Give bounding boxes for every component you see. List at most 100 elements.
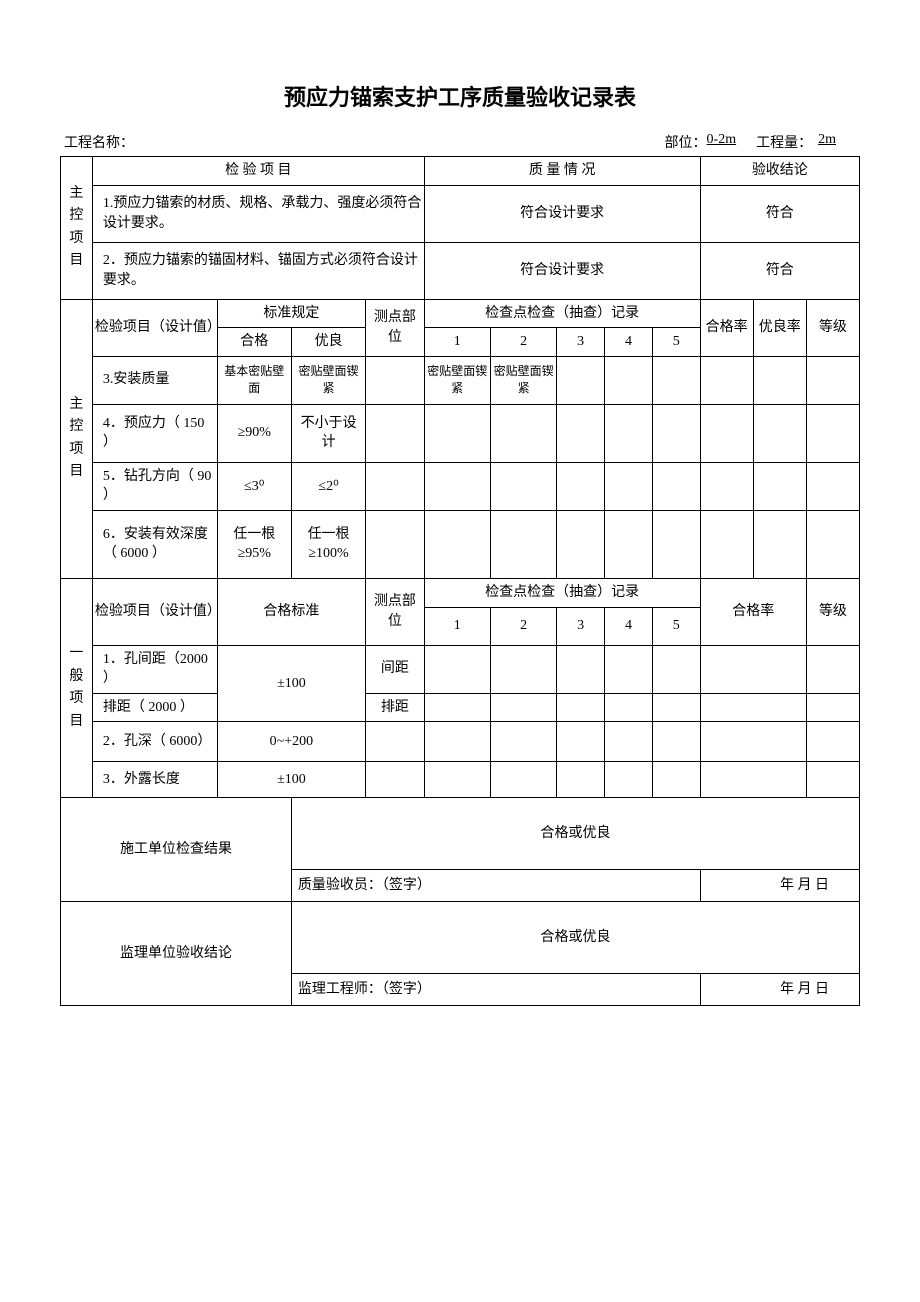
col-n2-c: 2 (490, 607, 556, 645)
b-row0-c2: 密贴壁面锲紧 (490, 356, 556, 404)
col-n5-c: 5 (652, 607, 700, 645)
c-row1-item: 排距（ 2000 ） (92, 693, 217, 722)
col-item-b: 检验项目（设计值） (92, 299, 217, 356)
c-row1-c1 (424, 693, 490, 722)
b-row2-item: 5．钻孔方向（ 90 ） (92, 462, 217, 510)
b-row1-c2 (490, 404, 556, 462)
b-row0-good: 密贴壁面锲紧 (291, 356, 365, 404)
b-row2-r2 (753, 462, 806, 510)
c-row3-c2 (490, 762, 556, 798)
b-row3-c3 (557, 510, 605, 578)
b-row2-good: ≤2⁰ (291, 462, 365, 510)
b-row0-c4 (605, 356, 653, 404)
c-row3-c3 (557, 762, 605, 798)
b-row2-r1 (700, 462, 753, 510)
b-row3-r2 (753, 510, 806, 578)
b-row0-c5 (652, 356, 700, 404)
b-row0-item: 3.安装质量 (92, 356, 217, 404)
qc-sign: 质量验收员：（签字） (291, 870, 700, 902)
b-row0-c1: 密贴壁面锲紧 (424, 356, 490, 404)
b-row0-r1 (700, 356, 753, 404)
concl-a1: 符合 (700, 185, 859, 242)
b-row0-r3 (806, 356, 859, 404)
c-row3-r1 (700, 762, 806, 798)
b-row0-pass: 基本密贴壁面 (217, 356, 291, 404)
c-row0-c5 (652, 645, 700, 693)
b-row3-r3 (806, 510, 859, 578)
c-row3-c1 (424, 762, 490, 798)
qual-a1: 符合设计要求 (424, 185, 700, 242)
c-row2-r1 (700, 722, 806, 762)
qty-label: 工程量： (756, 132, 812, 152)
item-a1: 1.预应力锚索的材质、规格、承载力、强度必须符合设计要求。 (92, 185, 424, 242)
col-n3-b: 3 (557, 328, 605, 357)
c-row2-c4 (605, 722, 653, 762)
col-rate-pass-c: 合格率 (700, 578, 806, 645)
col-n4-b: 4 (605, 328, 653, 357)
b-row1-r3 (806, 404, 859, 462)
c-row1-r1 (700, 693, 806, 722)
c-row0-c4 (605, 645, 653, 693)
b-row2-c3 (557, 462, 605, 510)
col-check-b: 检查点检查（抽查）记录 (424, 299, 700, 328)
b-row3-pos (366, 510, 424, 578)
b-row3-item: 6．安装有效深度（ 6000 ） (92, 510, 217, 578)
concl-a2: 符合 (700, 242, 859, 299)
b-row1-r1 (700, 404, 753, 462)
c-row3-c5 (652, 762, 700, 798)
c-row2-r2 (806, 722, 859, 762)
c-row2-c3 (557, 722, 605, 762)
col-pass-b: 合格 (217, 328, 291, 357)
c-row0-item: 1．孔间距（2000 ） (92, 645, 217, 693)
b-row1-item: 4．预应力（ 150 ） (92, 404, 217, 462)
col-std-c: 合格标准 (217, 578, 366, 645)
col-concl: 验收结论 (700, 157, 859, 186)
b-row0-pos (366, 356, 424, 404)
b-row0-c3 (557, 356, 605, 404)
c-row2-pos (366, 722, 424, 762)
engineer-sign: 监理工程师：（签字） (291, 974, 700, 1006)
c-row1-c3 (557, 693, 605, 722)
b-row1-c4 (605, 404, 653, 462)
col-grade-c: 等级 (806, 578, 859, 645)
project-label: 工程名称： (64, 132, 134, 152)
qty-value: 2m (818, 132, 836, 152)
contractor-result: 合格或优良 (291, 798, 859, 870)
qual-a2: 符合设计要求 (424, 242, 700, 299)
col-n2-b: 2 (490, 328, 556, 357)
c-row2-item: 2．孔深（ 6000） (92, 722, 217, 762)
b-row3-c2 (490, 510, 556, 578)
b-row2-c1 (424, 462, 490, 510)
b-row2-c4 (605, 462, 653, 510)
b-row2-c5 (652, 462, 700, 510)
b-row2-pos (366, 462, 424, 510)
supervisor-result: 合格或优良 (291, 902, 859, 974)
b-row1-c5 (652, 404, 700, 462)
c-row3-r2 (806, 762, 859, 798)
b-row2-r3 (806, 462, 859, 510)
c-row2-c1 (424, 722, 490, 762)
col-n3-c: 3 (557, 607, 605, 645)
c-row2-std: 0~+200 (217, 722, 366, 762)
header-row: 工程名称： 部位： 0-2m 工程量： 2m (60, 132, 860, 152)
col-pos-c: 测点部位 (366, 578, 424, 645)
c-row0-c1 (424, 645, 490, 693)
col-grade-b: 等级 (806, 299, 859, 356)
c-row3-std: ±100 (217, 762, 366, 798)
c-row3-item: 3．外露长度 (92, 762, 217, 798)
b-row2-pass: ≤3⁰ (217, 462, 291, 510)
c-row1-c5 (652, 693, 700, 722)
b-row1-c3 (557, 404, 605, 462)
c-row3-pos (366, 762, 424, 798)
c-row1-c4 (605, 693, 653, 722)
col-n5-b: 5 (652, 328, 700, 357)
col-item-c: 检验项目（设计值） (92, 578, 217, 645)
col-good-b: 优良 (291, 328, 365, 357)
item-a2: 2．预应力锚索的锚固材料、锚固方式必须符合设计要求。 (92, 242, 424, 299)
c-row0-r2 (806, 645, 859, 693)
b-row2-c2 (490, 462, 556, 510)
engineer-date: 年 月 日 (700, 974, 859, 1006)
b-row1-r2 (753, 404, 806, 462)
main-table: 主控项目 检 验 项 目 质 量 情 况 验收结论 1.预应力锚索的材质、规格、… (60, 156, 860, 1006)
group-c-label: 一般项目 (61, 578, 93, 797)
